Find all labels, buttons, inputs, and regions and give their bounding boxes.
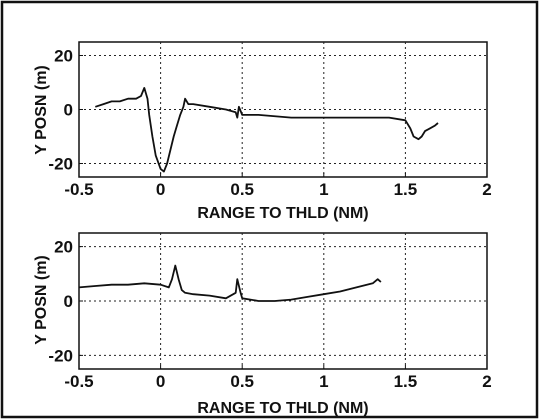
bottom-plot-x-tick-label: 0.5 xyxy=(230,372,254,391)
bottom-plot-grid xyxy=(79,233,487,369)
top-plot-x-ticks: -0.5 0 0.5 1 1.5 2 xyxy=(64,173,492,199)
top-plot-y-tick-label: 0 xyxy=(64,101,73,120)
top-plot-y-axis-label: Y POSN (m) xyxy=(33,65,50,155)
top-plot-series xyxy=(95,87,439,173)
top-plot-x-axis-label: RANGE TO THLD (NM) xyxy=(197,205,368,222)
top-plot-x-tick-label: 0 xyxy=(156,180,165,199)
top-plot-x-tick-label: 1.5 xyxy=(394,180,418,199)
bottom-plot-x-tick-label: 1.5 xyxy=(394,372,418,391)
top-plot-y-tick-label: 20 xyxy=(54,47,73,66)
bottom-plot-x-tick-label: 2 xyxy=(482,372,491,391)
bottom-plot-x-tick-label: 1 xyxy=(319,372,328,391)
bottom-plot-y-axis-label: Y POSN (m) xyxy=(33,255,50,345)
top-plot-series-line xyxy=(95,87,439,173)
top-plot-y-tick-label: -20 xyxy=(48,155,73,174)
top-plot-x-tick-label: 2 xyxy=(482,180,491,199)
bottom-plot-x-axis-label: RANGE TO THLD (NM) xyxy=(197,400,368,417)
bottom-plot-y-tick-label: -20 xyxy=(48,346,73,365)
top-plot-x-tick-label: 0.5 xyxy=(230,180,254,199)
bottom-plot-series xyxy=(78,264,382,302)
top-plot-y-ticks: -20 0 20 xyxy=(48,47,83,174)
bottom-plot-y-tick-label: 20 xyxy=(54,238,73,257)
top-plot-x-tick-label: -0.5 xyxy=(64,180,93,199)
bottom-plot-x-ticks: -0.5 0 0.5 1 1.5 2 xyxy=(64,365,492,391)
bottom-plot-x-tick-label: 0 xyxy=(156,372,165,391)
top-plot-grid xyxy=(79,42,487,177)
top-plot-x-tick-label: 1 xyxy=(319,180,328,199)
bottom-plot-y-ticks: -20 0 20 xyxy=(48,238,83,365)
bottom-plot-series-line xyxy=(78,264,382,302)
bottom-plot-y-tick-label: 0 xyxy=(64,292,73,311)
bottom-plot-x-tick-label: -0.5 xyxy=(64,372,93,391)
